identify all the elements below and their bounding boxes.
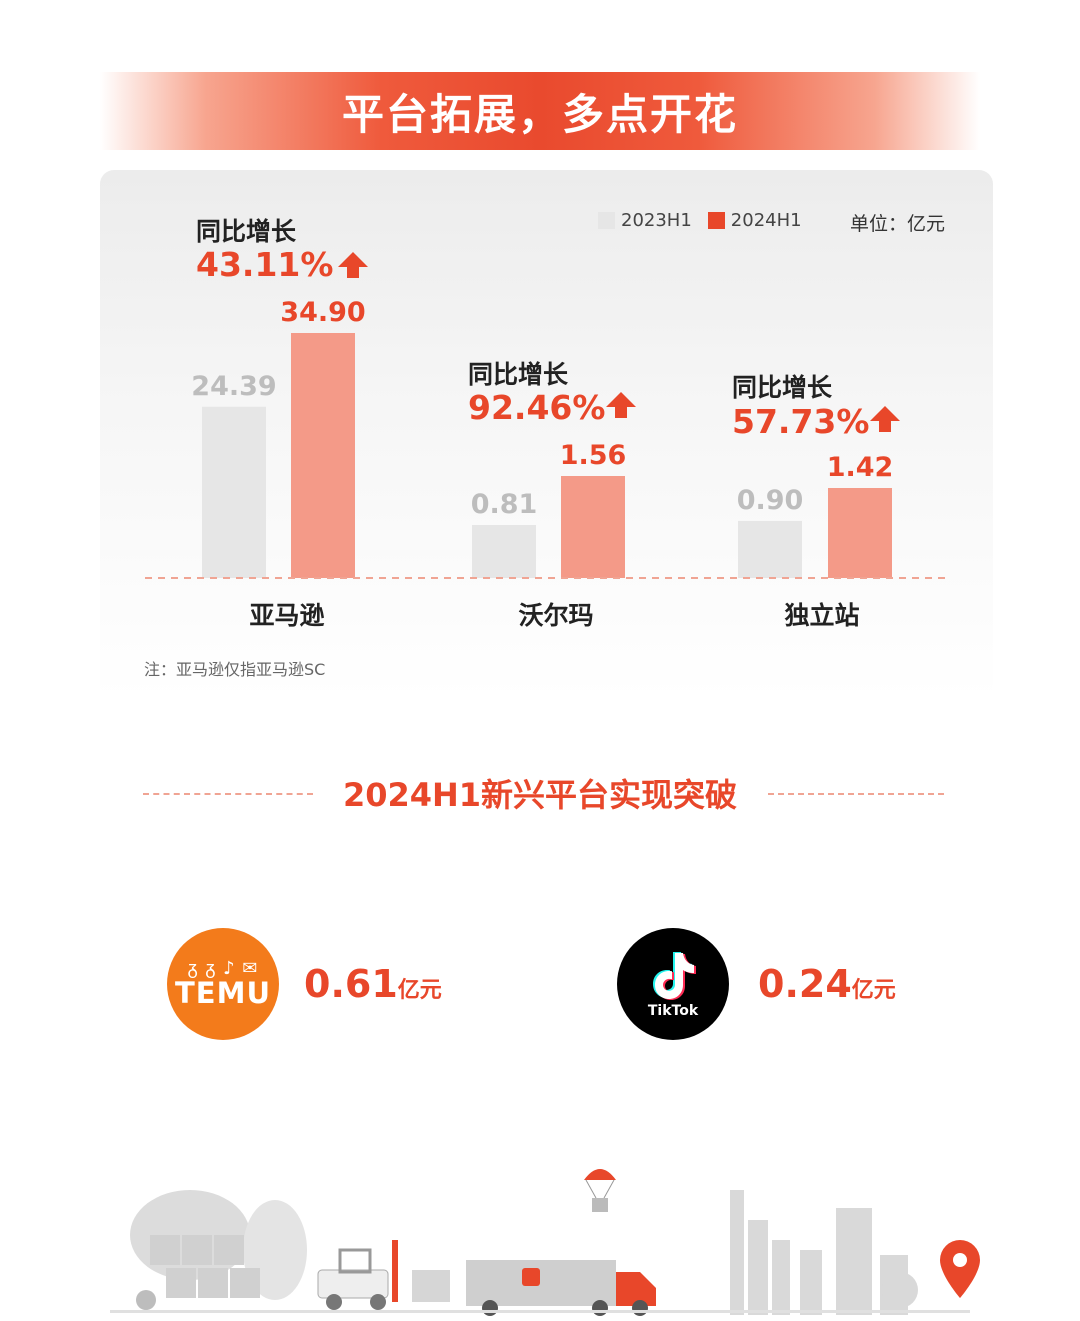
city-skyline-icon: [730, 1190, 918, 1315]
boxes-icon: [150, 1235, 260, 1298]
temu-logo: ᵹ ᵹ ♪ ✉ TEMU: [167, 928, 279, 1040]
up-arrow-icon: [338, 252, 368, 278]
temu-logo-text: TEMU: [175, 976, 271, 1010]
category-label-amazon: 亚马逊: [249, 601, 325, 630]
location-pin-icon: [940, 1240, 980, 1298]
section-title: 2024H1新兴平台实现突破: [342, 776, 738, 814]
legend-item-2023: 2023H1: [598, 210, 692, 231]
unit-label: 单位：亿元: [850, 213, 946, 235]
title-banner: 平台拓展，多点开花: [100, 72, 980, 150]
bar-chart: 24.39 34.90 0.81 1.56 0.90 1.42: [145, 297, 945, 579]
bar-independent-2024H1: [828, 488, 892, 578]
temu-amount-value: 0.61: [304, 962, 398, 1006]
data-label-independent-2024H1: 1.42: [827, 452, 894, 483]
growth-value-independent: 57.73%: [732, 402, 870, 441]
tiktok-amount-value: 0.24: [758, 962, 852, 1006]
section-divider-left: [143, 793, 313, 795]
legend-label-2023: 2023H1: [621, 210, 692, 231]
data-label-walmart-2024H1: 1.56: [560, 440, 627, 471]
data-label-walmart-2023H1: 0.81: [471, 489, 538, 520]
tiktok-logo: TikTok: [617, 928, 729, 1040]
category-label-walmart: 沃尔玛: [518, 601, 594, 630]
growth-label-amazon: 同比增长: [196, 217, 297, 246]
bar-walmart-2024H1: [561, 476, 625, 578]
growth-label-walmart: 同比增长: [468, 360, 569, 389]
growth-value-walmart: 92.46%: [468, 388, 606, 427]
up-arrow-icon: [606, 392, 636, 418]
category-label-independent: 独立站: [784, 601, 860, 630]
parachute-package-icon: [584, 1169, 616, 1212]
bar-independent-2023H1: [738, 520, 802, 578]
growth-value-amazon: 43.11%: [196, 245, 334, 284]
coin-icon: [136, 1290, 156, 1310]
page-title: 平台拓展，多点开花: [341, 89, 738, 139]
temu-amount: 0.61亿元: [304, 962, 442, 1006]
tiktok-note-icon: [653, 952, 696, 1000]
data-label-amazon-2023H1: 24.39: [191, 371, 276, 402]
temu-amount-unit: 亿元: [397, 978, 442, 1003]
tiktok-amount-unit: 亿元: [851, 978, 896, 1003]
location-pin-dot: [953, 1253, 967, 1267]
legend-label-2024: 2024H1: [730, 210, 802, 231]
footnote: 注：亚马逊仅指亚马逊SC: [144, 660, 326, 679]
forklift-icon: [317, 1240, 450, 1310]
temu-logo-icons: ᵹ ᵹ ♪ ✉: [187, 958, 259, 979]
up-arrow-icon: [870, 406, 900, 432]
section-divider-right: [768, 793, 944, 795]
bar-amazon-2024H1: [291, 333, 355, 578]
chart-legend: 2023H1 2024H1: [598, 210, 818, 231]
tiktok-logo-text: TikTok: [647, 1003, 699, 1019]
bar-walmart-2023H1: [472, 525, 536, 578]
legend-swatch-2024: [707, 212, 725, 229]
bar-amazon-2023H1: [202, 406, 266, 578]
growth-label-independent: 同比增长: [732, 373, 833, 402]
truck-icon: [466, 1260, 656, 1316]
ground-line: [110, 1310, 970, 1313]
data-label-amazon-2024H1: 34.90: [280, 297, 365, 328]
legend-item-2024: 2024H1: [707, 210, 802, 231]
data-label-independent-2023H1: 0.90: [737, 485, 804, 516]
tiktok-amount: 0.24亿元: [758, 962, 896, 1006]
logistics-illustration: [110, 1169, 980, 1316]
legend-swatch-2023: [598, 212, 615, 229]
